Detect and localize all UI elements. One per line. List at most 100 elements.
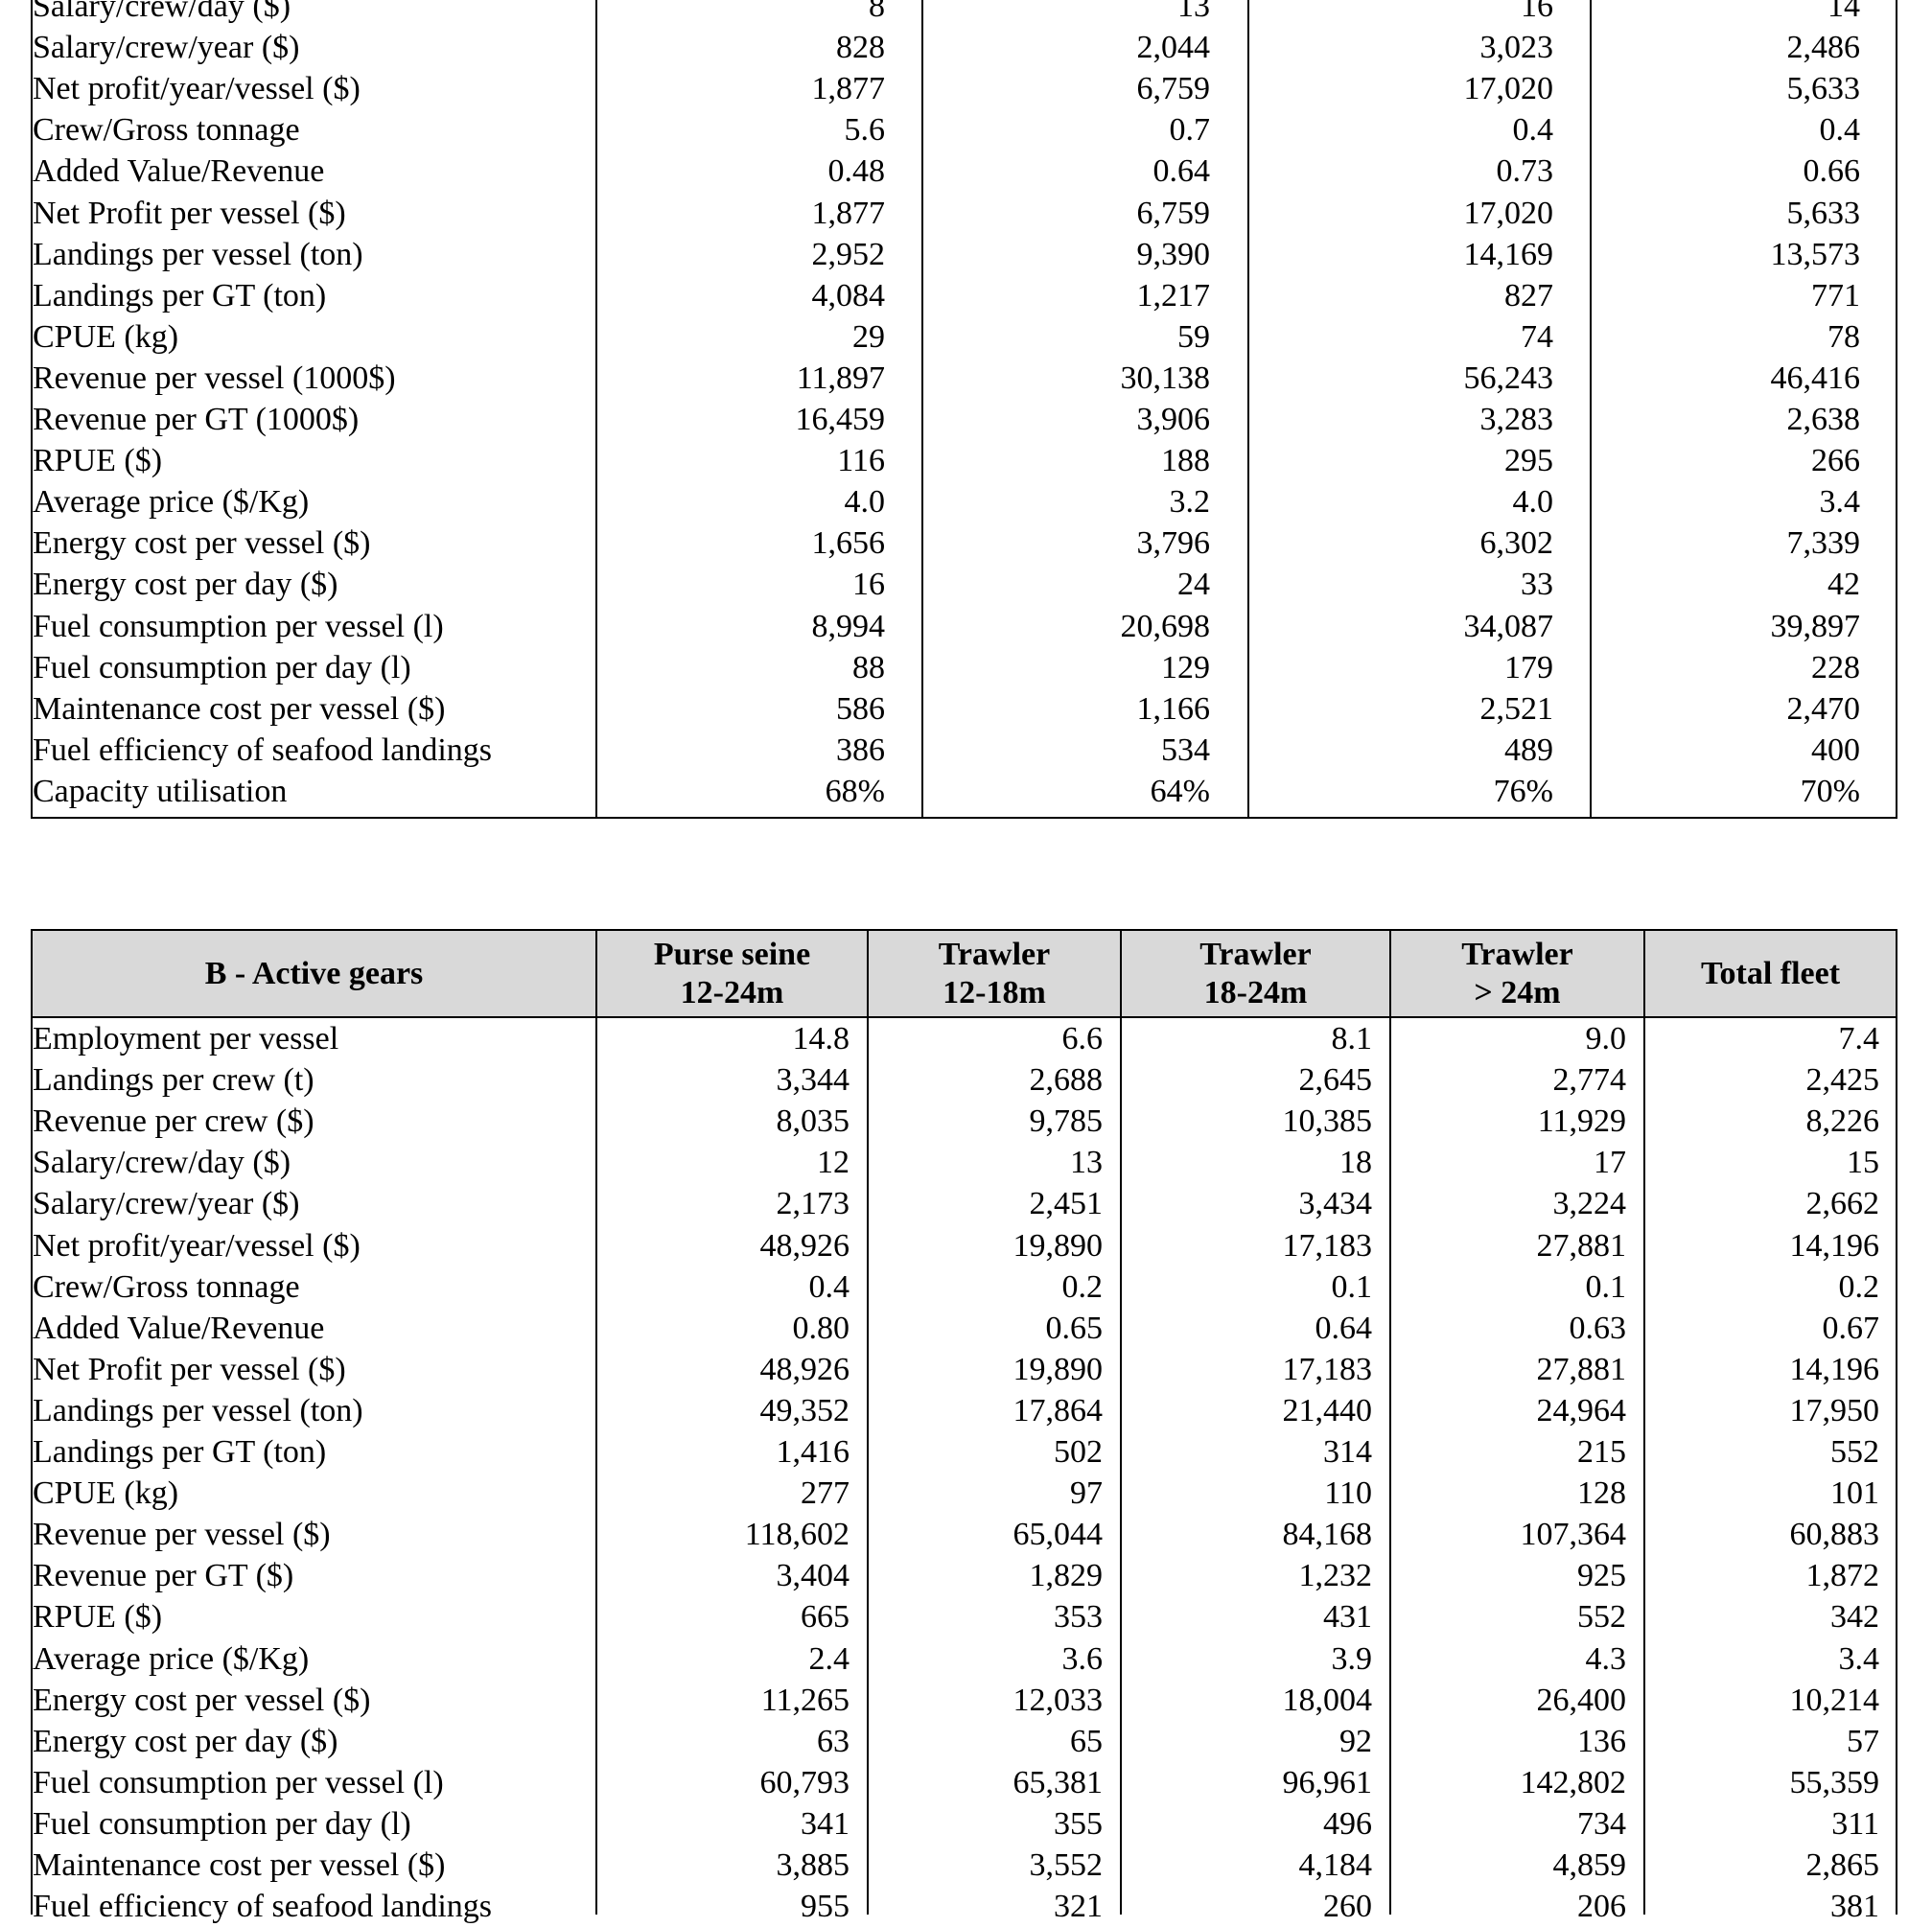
cell: 17,020 (1463, 71, 1554, 107)
cell: 827 (1504, 277, 1553, 313)
cell: 65,381 (1013, 1764, 1104, 1800)
row-label: Revenue per vessel ($) (33, 1517, 331, 1553)
cell: 101 (1830, 1475, 1879, 1512)
cell: 0.1 (1331, 1268, 1373, 1305)
cell: 14,196 (1789, 1351, 1880, 1387)
cell: 2,865 (1805, 1847, 1880, 1883)
cell: 48,926 (759, 1351, 850, 1387)
cell: 277 (801, 1475, 850, 1512)
cell: 386 (836, 731, 885, 768)
cell: 828 (836, 30, 885, 66)
cell: 734 (1577, 1805, 1626, 1842)
rule (1247, 0, 1249, 817)
rule (31, 1016, 1897, 1018)
cell: 17,950 (1789, 1392, 1880, 1428)
cell: 97 (1070, 1475, 1103, 1512)
row-label: Fuel consumption per day (l) (33, 649, 411, 685)
row-label: Net Profit per vessel ($) (33, 1351, 346, 1387)
cell: 2,952 (811, 236, 886, 272)
cell: 9,390 (1136, 236, 1211, 272)
cell: 925 (1577, 1558, 1626, 1594)
cell: 92 (1339, 1723, 1372, 1759)
cell: 342 (1830, 1599, 1879, 1636)
row-label: Capacity utilisation (33, 773, 288, 809)
cell: 2.4 (808, 1640, 850, 1677)
cell: 55,359 (1789, 1764, 1880, 1800)
cell: 11,265 (760, 1682, 850, 1718)
cell: 586 (836, 690, 885, 727)
cell: 502 (1054, 1434, 1103, 1470)
row-label: Landings per GT (ton) (33, 1434, 327, 1470)
cell: 6.6 (1061, 1021, 1104, 1056)
cell: 1,872 (1805, 1558, 1880, 1594)
cell: 534 (1161, 731, 1210, 768)
cell: 76% (1493, 773, 1553, 809)
cell: 17 (1594, 1145, 1626, 1181)
cell: 665 (801, 1599, 850, 1636)
cell: 3,885 (776, 1847, 850, 1883)
cell: 4.0 (844, 484, 886, 521)
cell: 30,138 (1120, 360, 1211, 396)
cell: 0.4 (1512, 112, 1554, 149)
rule (1643, 929, 1645, 1915)
cell: 33 (1521, 567, 1553, 603)
cell: 771 (1811, 277, 1860, 313)
cell: 228 (1811, 649, 1860, 685)
cell: 14,169 (1463, 236, 1554, 272)
row-label: Salary/crew/day ($) (33, 0, 291, 24)
cell: 17,864 (1013, 1392, 1104, 1428)
cell: 2,638 (1786, 402, 1861, 437)
row-label: Crew/Gross tonnage (33, 1268, 300, 1305)
cell: 3.9 (1331, 1640, 1373, 1677)
cell: 63 (817, 1723, 850, 1759)
row-label: Maintenance cost per vessel ($) (33, 690, 446, 727)
cell: 8,226 (1805, 1103, 1880, 1140)
cell: 4.3 (1585, 1640, 1627, 1677)
cell: 59 (1177, 318, 1210, 355)
rule (1389, 929, 1391, 1915)
cell: 12,033 (1013, 1682, 1104, 1718)
row-label: Energy cost per vessel ($) (33, 525, 371, 562)
rule (31, 929, 33, 1915)
row-label: Energy cost per day ($) (33, 1723, 338, 1759)
cell: 13 (1177, 0, 1210, 24)
cell: 14.8 (792, 1021, 850, 1056)
rule (595, 0, 597, 817)
row-label: CPUE (kg) (33, 318, 179, 355)
row-label: Energy cost per day ($) (33, 567, 338, 603)
rule (31, 817, 1897, 819)
cell: 27,881 (1536, 1351, 1627, 1387)
row-label: Salary/crew/year ($) (33, 30, 300, 66)
row-label: Fuel consumption per vessel (l) (33, 1764, 444, 1800)
row-label: Added Value/Revenue (33, 153, 325, 190)
cell: 552 (1577, 1599, 1626, 1636)
cell: 24 (1177, 567, 1210, 603)
cell: 295 (1504, 443, 1553, 479)
column-header: Total fleet (1645, 931, 1896, 1016)
row-label: Crew/Gross tonnage (33, 112, 300, 149)
row-label: Employment per vessel (33, 1021, 339, 1056)
cell: 2,425 (1805, 1062, 1880, 1099)
rule (31, 0, 33, 817)
cell: 260 (1323, 1889, 1372, 1925)
row-label: Landings per GT (ton) (33, 277, 327, 313)
rule (1120, 929, 1122, 1915)
cell: 48,926 (759, 1227, 850, 1264)
cell: 2,486 (1786, 30, 1861, 66)
cell: 8,035 (776, 1103, 850, 1140)
cell: 0.80 (792, 1310, 850, 1346)
cell: 13,573 (1770, 236, 1861, 272)
cell: 60,793 (759, 1764, 850, 1800)
cell: 88 (852, 649, 885, 685)
cell: 206 (1577, 1889, 1626, 1925)
column-header: Trawler 12-18m (869, 931, 1120, 1016)
cell: 46,416 (1770, 360, 1861, 396)
cell: 21,440 (1282, 1392, 1373, 1428)
rule (595, 929, 597, 1915)
cell: 3,434 (1298, 1186, 1373, 1222)
cell: 16 (852, 567, 885, 603)
cell: 24,964 (1536, 1392, 1627, 1428)
cell: 65,044 (1013, 1517, 1104, 1553)
cell: 215 (1577, 1434, 1626, 1470)
cell: 15 (1847, 1145, 1879, 1181)
